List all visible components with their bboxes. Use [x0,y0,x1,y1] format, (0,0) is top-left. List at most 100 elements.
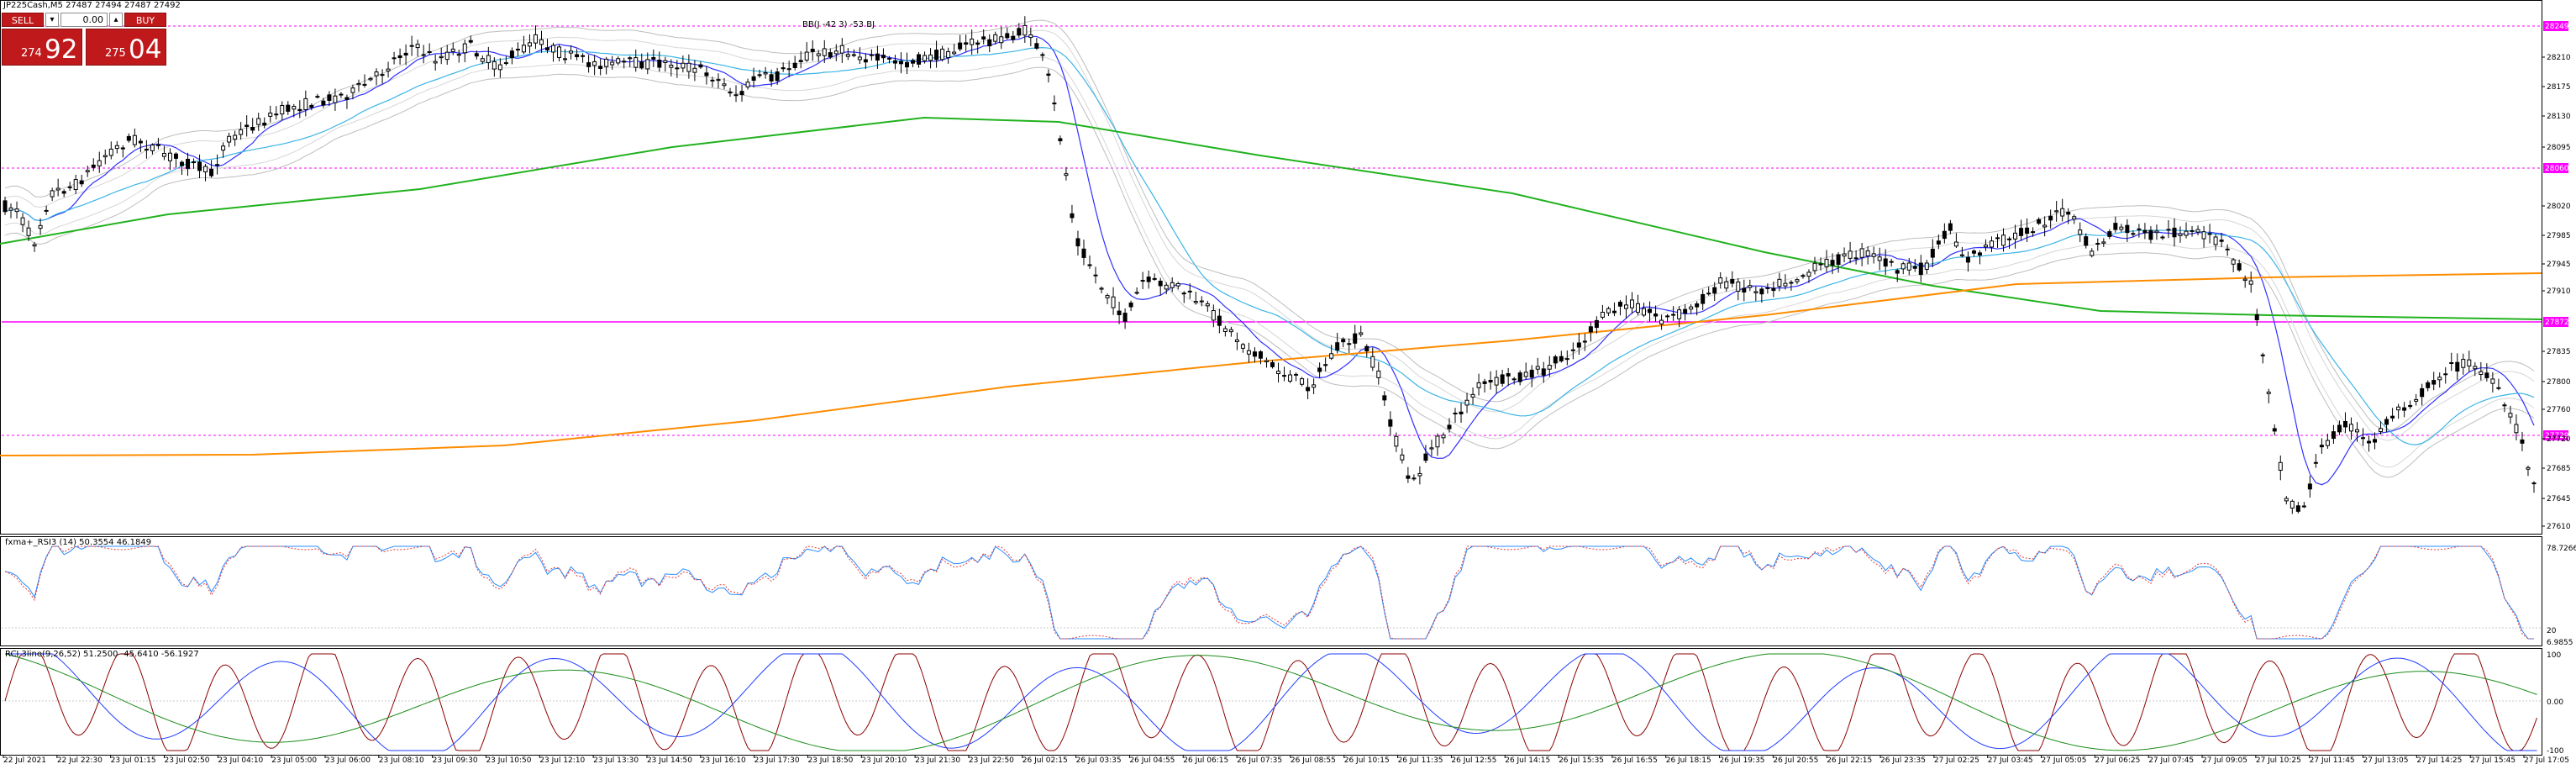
candle-body [1553,356,1558,364]
candle-body [2231,259,2236,265]
candle-body [1023,24,1028,36]
level-price-tag [2543,317,2568,327]
candle-body [1900,263,1906,270]
candle-body [2101,241,2106,244]
time-tick-label: 26 Jul 18:15 [1666,756,1711,764]
candle-body [2396,406,2401,411]
candle-body [1312,384,1317,388]
candle-body [150,145,155,151]
volume-up-button[interactable]: ▴ [109,13,123,27]
candle-body [1736,282,1741,292]
time-tick-label: 26 Jul 19:35 [1720,756,1765,764]
candle-body [628,57,633,60]
candle-body [792,62,797,69]
sell-price-box[interactable]: 274 92 [2,29,82,66]
candle-body [598,66,603,69]
one-click-trading-panel: SELL ▾ 0.00 ▴ BUY 274 92 275 04 [2,13,166,66]
candle-body [2190,229,2195,232]
candle-body [1801,275,1806,277]
candle-body [1400,454,1405,461]
buy-price-box[interactable]: 275 04 [86,29,166,66]
candle-body [2213,236,2218,245]
time-tick-label: 26 Jul 12:55 [1451,756,1496,764]
candle-body [108,148,113,156]
candle-body [2037,219,2042,224]
price-tick-label: 28175 [2547,83,2571,92]
candle-body [739,91,744,96]
candle-body [1111,296,1116,308]
time-tick-label: 23 Jul 12:10 [539,756,585,764]
rsi-scale-label: 20 [2547,627,2557,635]
volume-down-button[interactable]: ▾ [45,13,59,27]
rci-scale-label: 0.00 [2547,698,2563,707]
symbol-info: JP225Cash,M5 27487 27494 27487 27492 [3,1,181,10]
candle-body [1240,344,1245,349]
time-tick-label: 26 Jul 11:35 [1398,756,1443,764]
candle-body [2166,229,2171,231]
candle-body [1105,295,1110,298]
candle-body [898,61,903,65]
candle-body [1701,293,1706,304]
time-tick-label: 26 Jul 06:15 [1183,756,1228,764]
candle-body [1824,259,1829,267]
candle-body [1199,300,1204,303]
candle-body [173,153,178,159]
candle-body [651,56,656,60]
volume-input[interactable]: 0.00 [60,13,108,27]
candle-body [2384,419,2389,425]
candle-body [581,55,586,57]
candle-body [1064,173,1069,177]
candle-body [2479,371,2484,376]
candle-body [14,208,19,213]
candle-body [44,209,49,212]
buy-button[interactable]: BUY [124,13,166,27]
candle-body [20,217,25,225]
candle-body [2178,233,2183,236]
rsi-panel[interactable] [0,536,2542,646]
rsi-indicator-label: fxma+_RSI3 (14) 50.3554 46.1849 [5,538,152,547]
candle-body [1636,303,1641,314]
candle-body [975,42,980,45]
time-tick-label: 27 Jul 14:25 [2416,756,2462,764]
time-tick-label: 26 Jul 14:15 [1505,756,1550,764]
sell-button[interactable]: SELL [2,13,44,27]
candle-body [1306,387,1311,392]
candle-body [557,46,562,58]
candle-body [1677,309,1682,319]
candle-body [250,127,255,131]
candle-body [987,39,992,47]
candle-body [698,64,703,68]
time-tick-label: 23 Jul 14:50 [647,756,692,764]
candle-body [923,55,928,61]
candle-body [1695,303,1700,308]
candle-body [804,51,809,61]
candle-body [1341,339,1346,343]
candle-body [368,77,373,81]
main-chart-panel[interactable] [0,0,2542,535]
candle-body [2260,354,2265,356]
candle-body [1081,248,1086,258]
price-tick-label: 27720 [2547,435,2571,444]
candle-body [2414,398,2419,402]
candle-body [645,59,650,70]
candle-body [97,160,102,166]
candle-body [657,59,662,68]
candle-body [952,51,957,55]
candle-body [934,50,939,61]
candle-body [946,50,951,59]
candle-body [262,122,267,126]
candle-body [810,49,815,52]
stochastic-panel[interactable] [0,648,2542,756]
candle-body [509,50,514,59]
candle-body [2042,224,2048,228]
candle-body [1600,312,1605,318]
candle-body [1034,43,1039,49]
time-tick-label: 23 Jul 22:50 [969,756,1014,764]
candle-body [1258,351,1263,359]
candle-body [1494,377,1499,386]
candle-body [1364,345,1369,351]
candle-body [857,56,862,61]
candle-body [1865,250,1870,257]
candle-body [1294,373,1299,376]
